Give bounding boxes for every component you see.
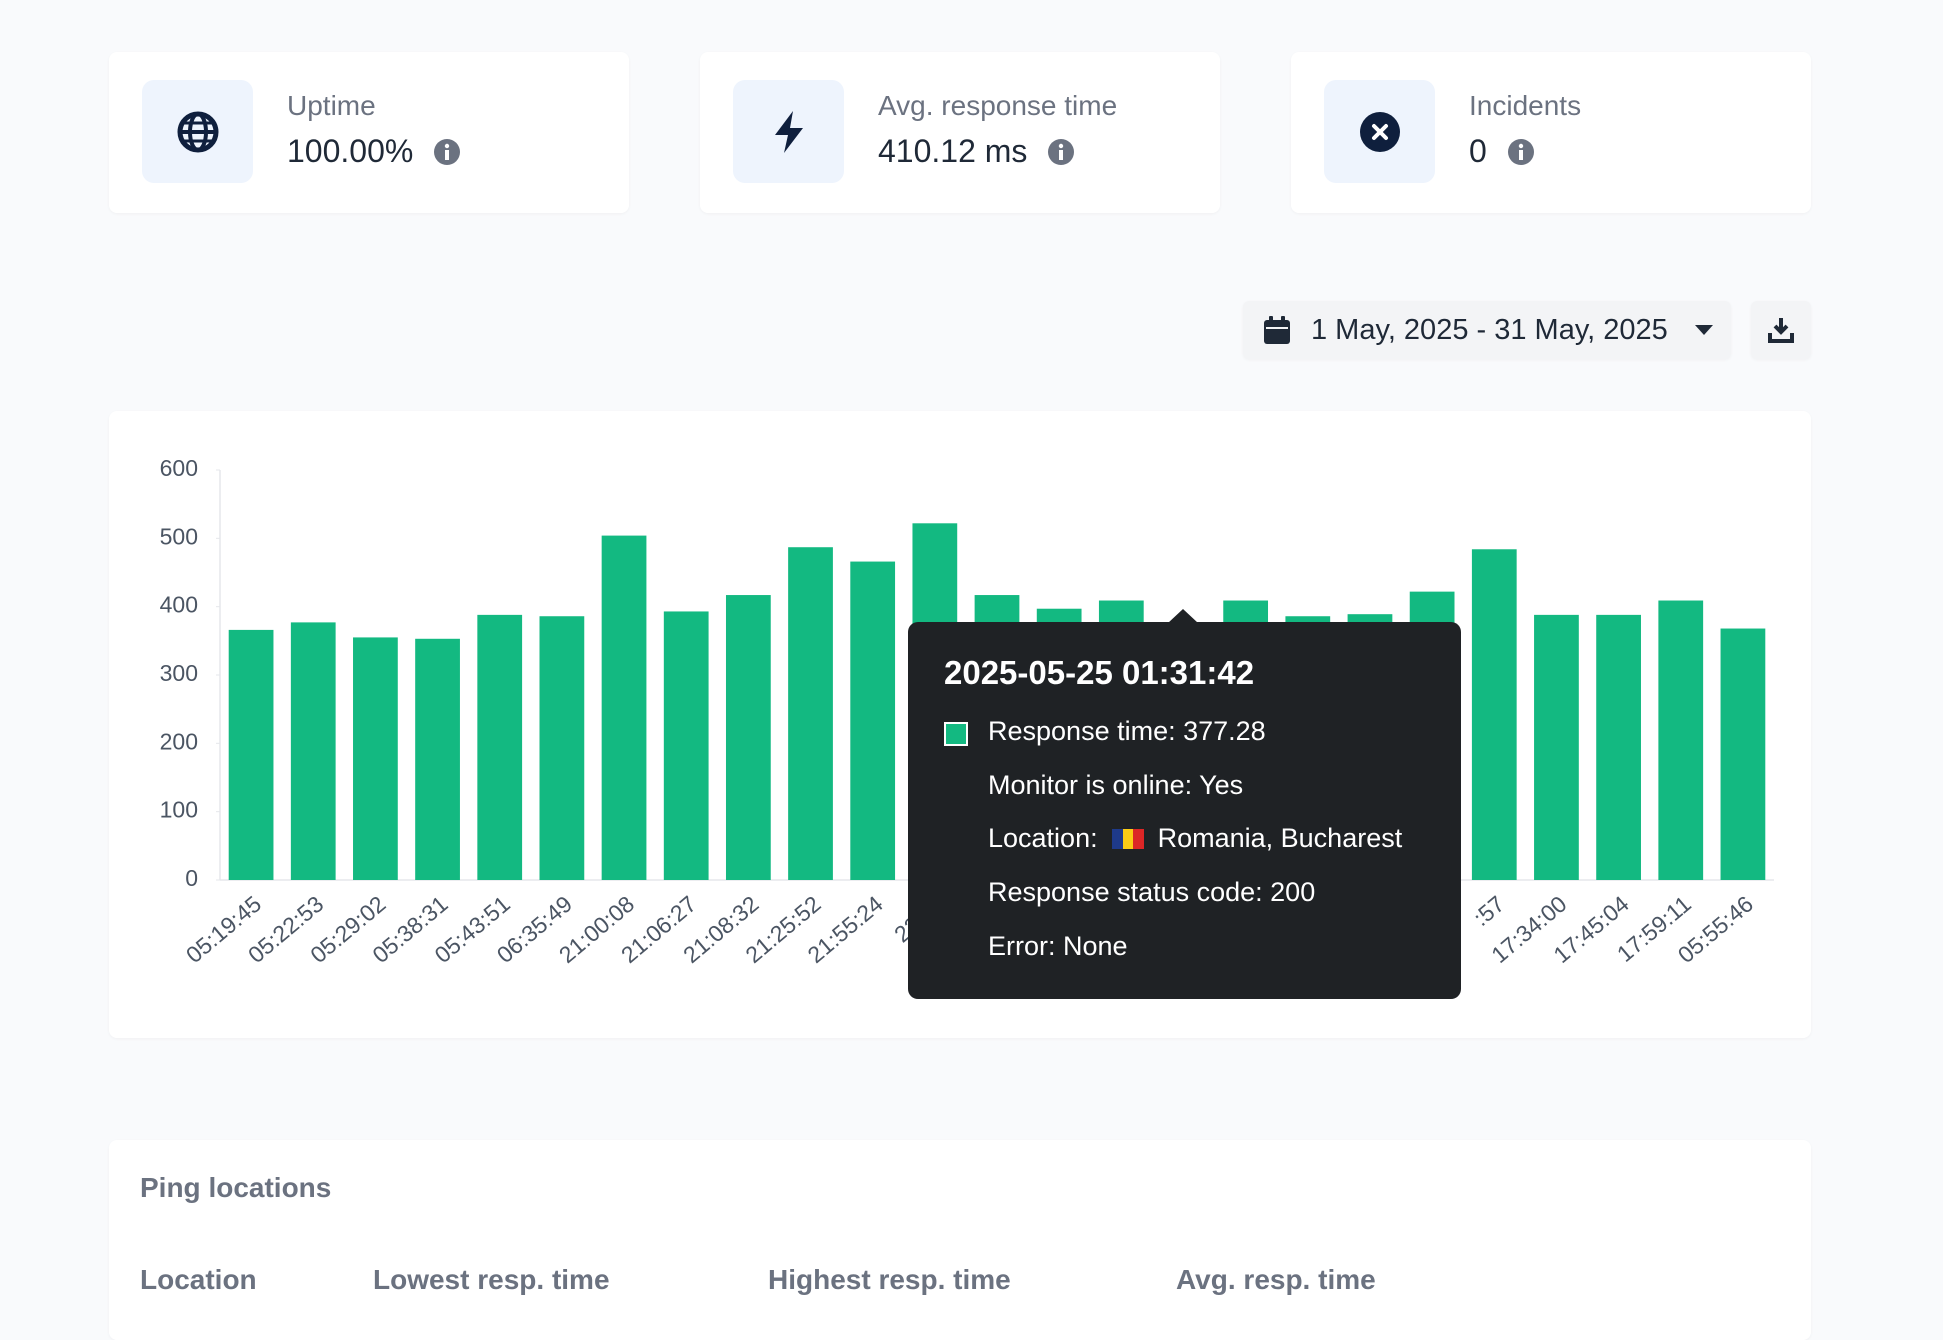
info-dot bbox=[445, 143, 450, 148]
bar bbox=[725, 595, 771, 880]
y-tick-label: 600 bbox=[160, 455, 198, 481]
bar bbox=[353, 637, 398, 880]
ping-card: Ping locations Location Lowest resp. tim… bbox=[109, 1140, 1811, 1340]
column-header: Lowest resp. time bbox=[373, 1264, 610, 1295]
tooltip-title: 2025-05-25 01:31:42 bbox=[944, 654, 1255, 691]
stat-value: 100.00% bbox=[287, 133, 414, 169]
info-icon[interactable] bbox=[1507, 138, 1535, 166]
icon bbox=[733, 80, 844, 183]
bar bbox=[1534, 614, 1579, 880]
x-icon bbox=[1359, 111, 1400, 152]
x-tick-label: :57 bbox=[1468, 891, 1509, 931]
stat-label: Incidents bbox=[1469, 90, 1582, 121]
stat-label: Uptime bbox=[287, 90, 376, 121]
column-header: Highest resp. time bbox=[768, 1264, 1011, 1295]
section-title: Ping locations bbox=[140, 1172, 332, 1203]
bar bbox=[663, 611, 709, 880]
y-tick-label: 0 bbox=[185, 865, 198, 891]
tooltip-line: Monitor is online: Yes bbox=[988, 770, 1244, 800]
bar bbox=[1720, 628, 1766, 880]
tooltip: 2025-05-25 01:31:42 Response time: 377.2… bbox=[908, 622, 1461, 999]
bar bbox=[1471, 549, 1517, 880]
stat-label: Avg. response time bbox=[878, 90, 1118, 121]
y-tick-label: 500 bbox=[160, 523, 198, 549]
info-stem bbox=[1059, 149, 1064, 160]
y-tick-label: 100 bbox=[160, 797, 198, 823]
bar bbox=[290, 622, 336, 880]
y-tick-label: 400 bbox=[160, 592, 198, 618]
column-header: Avg. resp. time bbox=[1176, 1264, 1376, 1295]
response-card: Avg. response time 410.12 ms bbox=[700, 52, 1220, 213]
download-icon bbox=[1768, 318, 1794, 343]
stat-value-row: 100.00% bbox=[287, 133, 461, 170]
date-range: 1 May, 2025 - 31 May, 2025 bbox=[1311, 313, 1668, 346]
info-icon[interactable] bbox=[433, 138, 461, 166]
info-dot bbox=[1518, 143, 1523, 148]
bar bbox=[601, 535, 647, 880]
calendar-icon bbox=[1264, 316, 1290, 344]
stat-value: 0 bbox=[1469, 133, 1487, 169]
flag-icon bbox=[1111, 828, 1144, 849]
bar bbox=[228, 629, 274, 880]
date-picker[interactable]: 1 May, 2025 - 31 May, 2025 bbox=[1243, 301, 1731, 359]
bar bbox=[415, 638, 460, 880]
icon bbox=[1324, 80, 1435, 183]
globe-icon bbox=[177, 111, 218, 152]
tooltip-line: Response time: 377.28 bbox=[988, 716, 1266, 746]
tooltip-line: Location: Romania, Bucharest bbox=[988, 823, 1402, 854]
stat-value: 410.12 ms bbox=[878, 133, 1028, 169]
info-stem bbox=[1518, 149, 1523, 160]
tooltip-arrow bbox=[1168, 609, 1198, 623]
column-header: Location bbox=[140, 1264, 257, 1295]
y-tick-label: 200 bbox=[160, 728, 198, 754]
icon bbox=[142, 80, 253, 183]
info-icon[interactable] bbox=[1047, 138, 1075, 166]
tooltip-swatch bbox=[944, 722, 968, 746]
download-button[interactable] bbox=[1751, 301, 1811, 359]
bar bbox=[477, 614, 523, 880]
incidents-card: Incidents 0 bbox=[1291, 52, 1811, 213]
bar bbox=[850, 561, 896, 880]
tooltip-line: Response status code: 200 bbox=[988, 877, 1316, 907]
uptime-card: Uptime 100.00% bbox=[109, 52, 629, 213]
tooltip-label: Location: bbox=[988, 823, 1098, 853]
stat-value-row: 0 bbox=[1469, 133, 1535, 170]
tooltip-line: Error: None bbox=[988, 931, 1128, 961]
tooltip-value: Romania, Bucharest bbox=[1157, 823, 1403, 853]
info-dot bbox=[1059, 143, 1064, 148]
bar bbox=[539, 616, 585, 880]
y-tick-label: 300 bbox=[160, 660, 198, 686]
caret-icon bbox=[1694, 325, 1713, 335]
bolt-icon bbox=[774, 110, 803, 153]
info-stem bbox=[445, 149, 450, 160]
stat-value-row: 410.12 ms bbox=[878, 133, 1075, 170]
bar bbox=[1596, 614, 1641, 880]
bar bbox=[788, 547, 833, 880]
bar bbox=[1658, 600, 1704, 880]
